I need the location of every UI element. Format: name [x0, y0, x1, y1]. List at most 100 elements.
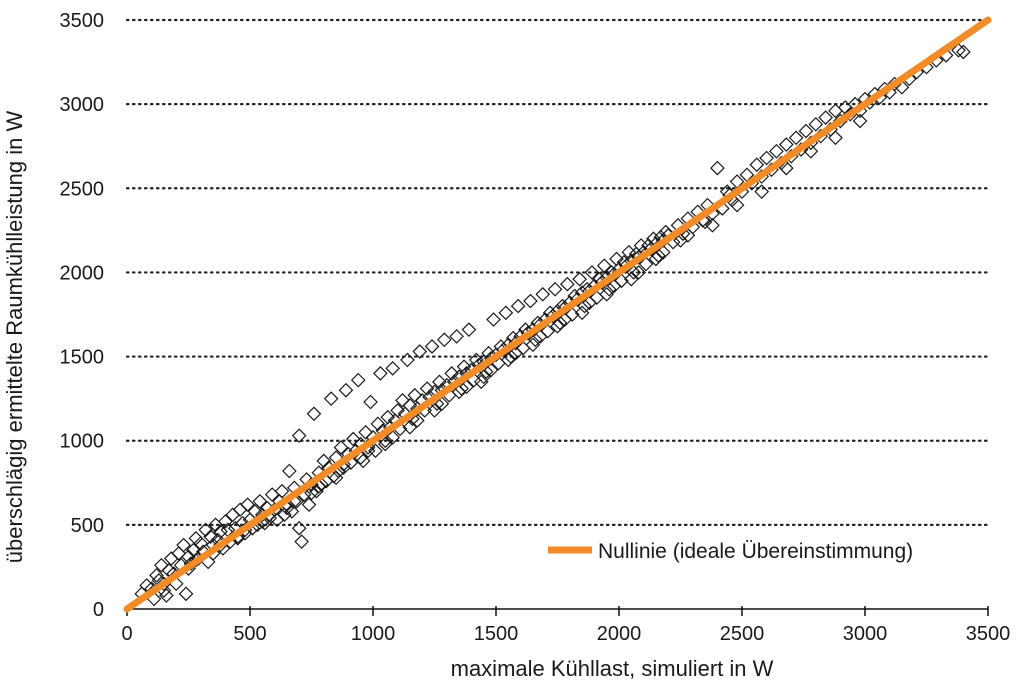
data-point: [252, 493, 268, 509]
data-point: [759, 150, 774, 166]
data-point: [769, 143, 784, 159]
data-point: [599, 286, 615, 302]
y-tick-label: 3000: [60, 94, 105, 116]
data-point: [631, 265, 647, 280]
data-point: [535, 286, 551, 302]
data-point: [483, 362, 499, 378]
legend-label: Nullinie (ideale Übereinstimmung): [598, 540, 913, 563]
data-point: [557, 312, 573, 327]
data-point: [436, 332, 452, 348]
data-point: [419, 381, 435, 396]
legend: Nullinie (ideale Übereinstimmung): [548, 540, 913, 563]
data-point: [486, 312, 501, 327]
data-point: [373, 366, 388, 381]
data-point: [852, 113, 868, 129]
data-point: [159, 588, 174, 603]
y-tick-label: 0: [93, 599, 104, 621]
data-point: [385, 430, 401, 445]
data-point: [778, 160, 794, 176]
data-point: [778, 137, 794, 152]
data-point: [956, 44, 971, 60]
data-point: [355, 453, 371, 469]
x-tick-label: 3000: [843, 623, 888, 645]
data-point: [304, 485, 319, 501]
data-point: [476, 369, 492, 385]
y-tick-label: 1500: [60, 347, 105, 369]
y-tick-label: 500: [71, 515, 104, 537]
data-point: [333, 440, 349, 455]
data-point: [370, 416, 386, 432]
data-point: [951, 42, 966, 58]
data-point: [328, 470, 344, 486]
reference-line-group: [123, 16, 992, 613]
data-point: [163, 551, 179, 566]
data-point: [449, 329, 464, 344]
data-point: [434, 396, 450, 412]
x-tick-label: 0: [121, 623, 132, 645]
data-point: [154, 557, 169, 573]
x-axis-title: maximale Kühllast, simuliert in W: [451, 656, 774, 681]
data-point: [424, 339, 440, 354]
data-point: [294, 534, 310, 550]
data-point: [559, 276, 575, 292]
data-point: [500, 352, 516, 368]
data-point: [803, 143, 819, 159]
y-axis-title: überschlägig ermittelte Raumkühlleistung…: [2, 111, 27, 564]
data-point: [808, 116, 824, 132]
data-point: [282, 463, 297, 479]
data-point: [316, 453, 332, 469]
data-point: [395, 392, 410, 408]
data-point: [368, 443, 383, 459]
data-point: [427, 403, 442, 418]
data-point: [188, 530, 204, 546]
data-point: [432, 374, 447, 390]
tick-labels: 0 500 1000 1500 2000 2500 3000 3500 0 500 1000 1500…: [60, 10, 1011, 645]
data-point: [523, 293, 538, 309]
data-point: [818, 110, 833, 125]
data-point: [306, 406, 322, 422]
data-point: [291, 520, 307, 536]
data-point: [409, 413, 425, 428]
data-point: [461, 322, 477, 337]
data-point: [284, 504, 300, 519]
x-tick-label: 1500: [474, 623, 519, 645]
data-point: [788, 130, 804, 146]
data-point: [626, 265, 642, 280]
data-point: [473, 374, 489, 390]
data-point: [203, 529, 218, 544]
data-point: [301, 497, 317, 513]
data-point: [648, 251, 664, 267]
axes: [126, 606, 989, 616]
data-point: [232, 502, 248, 518]
data-point: [577, 298, 592, 314]
data-point: [638, 256, 654, 272]
data-point: [176, 537, 191, 553]
data-point: [550, 318, 565, 334]
data-point: [749, 157, 765, 173]
data-point: [377, 436, 393, 452]
data-point: [601, 281, 617, 297]
data-point: [358, 424, 373, 440]
y-tick-label: 2500: [60, 178, 105, 200]
data-point: [385, 361, 401, 376]
data-point: [390, 403, 405, 418]
data-point: [828, 130, 843, 146]
data-point: [274, 483, 290, 499]
data-point: [225, 507, 241, 523]
data-point: [363, 394, 378, 410]
data-point: [540, 323, 556, 339]
data-point: [582, 295, 597, 311]
gridlines: [125, 18, 990, 526]
data-point: [547, 281, 563, 297]
x-tick-label: 3500: [966, 623, 1011, 645]
data-point: [710, 160, 725, 176]
data-point: [532, 329, 548, 344]
y-tick-label: 2000: [60, 262, 105, 284]
data-point: [552, 315, 568, 331]
data-point: [655, 244, 671, 260]
data-point: [754, 184, 770, 199]
reference-line: [123, 16, 992, 613]
data-point: [338, 382, 354, 398]
